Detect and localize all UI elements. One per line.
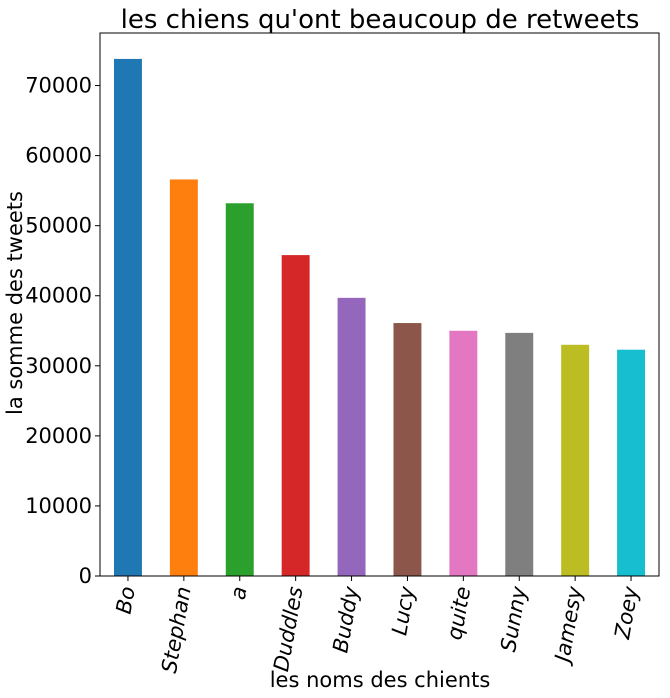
- plot-frame: [99, 32, 660, 577]
- x-tick-label: a: [226, 585, 252, 602]
- chart-title: les chiens qu'ont beaucoup de retweets: [121, 5, 640, 35]
- bars-group: [113, 58, 646, 576]
- y-tick-label: 50000: [25, 214, 92, 238]
- x-tick-label: Duddles: [269, 585, 308, 674]
- bar-zoey: [617, 349, 646, 576]
- y-tick-label: 40000: [25, 284, 92, 308]
- x-tick-label: Lucy: [387, 584, 419, 637]
- x-axis-ticks: Bo Stephan a Duddles Buddy Lucy quite Sunny Jame…: [112, 576, 643, 675]
- x-axis-title: les noms des chients: [270, 668, 491, 692]
- y-axis-title: la somme des tweets: [3, 191, 27, 415]
- x-tick-label: Bo: [112, 585, 140, 616]
- bar-jamesy: [561, 344, 590, 576]
- y-tick-label: 70000: [25, 74, 92, 98]
- bar-sunny: [505, 332, 534, 576]
- bar-quite: [449, 330, 478, 576]
- bar-bo: [113, 58, 142, 576]
- y-axis-ticks: 0 10000 20000 30000 40000 50000 60000 70000: [25, 74, 100, 588]
- x-tick-label: Jamesy: [550, 584, 588, 667]
- bar-lucy: [393, 323, 422, 576]
- y-tick-label: 20000: [25, 424, 92, 448]
- y-tick-label: 10000: [25, 494, 92, 518]
- x-tick-label: Sunny: [496, 584, 531, 653]
- x-tick-label: Buddy: [328, 584, 363, 655]
- y-tick-label: 0: [79, 564, 92, 588]
- bar-duddles: [281, 255, 310, 576]
- x-tick-label: Stephan: [157, 585, 196, 675]
- x-tick-label: Zoey: [610, 584, 643, 641]
- y-tick-label: 30000: [25, 354, 92, 378]
- bar-buddy: [337, 297, 366, 576]
- y-tick-label: 60000: [25, 144, 92, 168]
- x-tick-label: quite: [442, 585, 475, 642]
- bar-a: [225, 203, 254, 576]
- bar-stephan: [169, 179, 198, 576]
